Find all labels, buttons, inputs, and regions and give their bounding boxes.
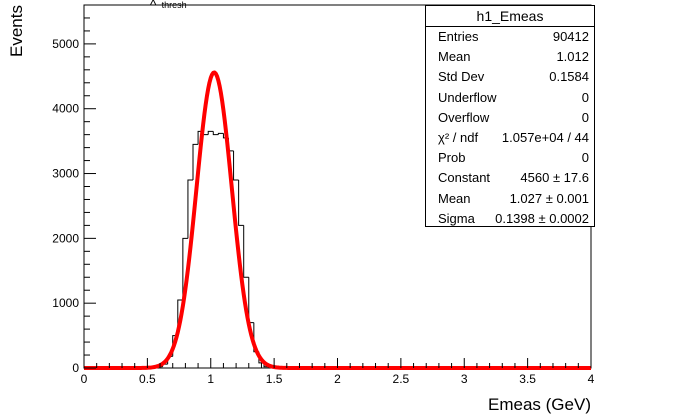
histogram-bin [192, 143, 199, 181]
stats-value: 0 [581, 150, 589, 166]
stats-value: 90412 [552, 29, 589, 44]
histogram-bin [238, 180, 244, 226]
stats-row: Sigma 0.1398 ± 0.0002 [426, 209, 594, 229]
histogram-bin [212, 131, 219, 136]
stats-row: Underflow 0 [426, 88, 594, 108]
y-axis: 0 1000 2000 3000 4000 5000 [52, 4, 96, 375]
stats-value: 1.012 [556, 49, 589, 65]
stats-value: 0.1584 [549, 69, 589, 85]
stats-row: Std Dev 0.1584 [426, 67, 594, 87]
histogram-bin [243, 225, 249, 278]
top-title-symbol: χ [150, 0, 156, 5]
stats-label: Mean [438, 49, 471, 65]
stats-value: 1.027 ± 0.001 [509, 190, 589, 206]
stats-label: Constant [438, 170, 491, 186]
x-tick-label: 1 [207, 372, 214, 386]
x-axis: 0 0.5 1 1.5 2 2.5 3 3.5 4 [81, 358, 595, 386]
x-tick-label: 3.5 [519, 372, 536, 386]
y-tick-label: 2000 [52, 231, 79, 245]
stats-label: Sigma [438, 210, 475, 226]
stats-row: Prob 0 [426, 148, 594, 168]
x-tick-label: 1.5 [266, 372, 283, 386]
stats-value: 0.1398 ± 0.0002 [495, 210, 589, 226]
stats-label: Entries [438, 29, 479, 44]
x-tick-label: 3 [461, 372, 468, 386]
x-tick-label: 0 [81, 372, 88, 386]
stats-row: Mean 1.027 ± 0.001 [426, 189, 594, 209]
y-tick-label: 1000 [52, 296, 79, 310]
x-tick-label: 4 [588, 372, 595, 386]
histogram-bin [207, 130, 214, 135]
y-tick-label: 4000 [52, 102, 79, 116]
stats-rows: Entries 90412 Mean 1.012 Std Dev 0.1584 Underf… [426, 27, 594, 229]
stats-label: Overflow [438, 109, 490, 125]
stats-row: χ² / ndf 1.057e+04 / 44 [426, 128, 594, 148]
x-axis-title: Emeas (GeV) [488, 395, 591, 414]
histogram-bin [217, 132, 224, 135]
stats-box: h1_Emeas Entries 90412 Mean 1.012 Std Dev 0.1… [425, 5, 595, 227]
y-tick-label: 0 [72, 361, 79, 375]
x-tick-label: 0.5 [139, 372, 156, 386]
stats-label: χ² / ndf [438, 129, 479, 145]
stats-row: Constant 4560 ± 17.6 [426, 168, 594, 188]
histogram-bin [182, 237, 188, 300]
stats-value: 0 [581, 89, 589, 105]
stats-value: 0 [581, 109, 589, 125]
x-tick-label: 2 [334, 372, 341, 386]
histogram-bin [187, 179, 194, 239]
y-tick-label: 3000 [52, 167, 79, 181]
stats-label: Std Dev [438, 69, 485, 85]
stats-row: Mean 1.012 [426, 47, 594, 67]
stats-label: Mean [438, 190, 471, 206]
stats-label: Prob [438, 150, 466, 166]
y-axis-title: Events [7, 5, 26, 57]
stats-label: Underflow [438, 89, 497, 105]
stats-value: 4560 ± 17.6 [520, 170, 589, 186]
histogram-bin [248, 277, 254, 324]
stats-value: 1.057e+04 / 44 [501, 129, 589, 145]
x-tick-label: 2.5 [393, 372, 410, 386]
stats-box-title: h1_Emeas [426, 6, 594, 27]
stats-row: Overflow 0 [426, 108, 594, 128]
stats-row: Entries 90412 [426, 27, 594, 47]
y-tick-label: 5000 [52, 37, 79, 51]
histogram-bin [233, 150, 239, 181]
